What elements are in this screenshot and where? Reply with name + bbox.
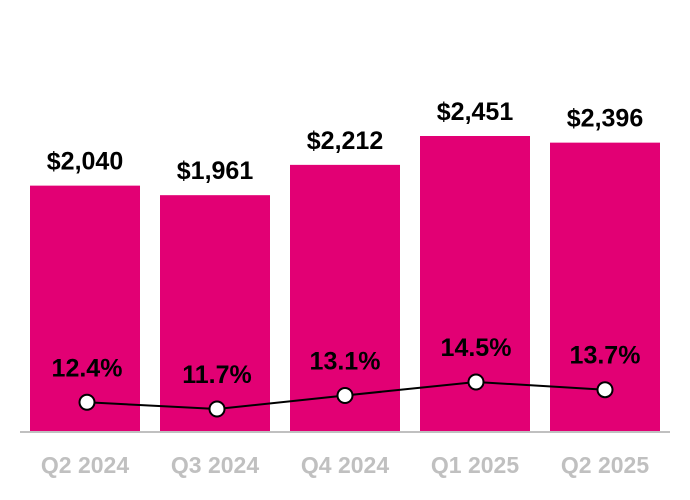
x-tick-label: Q3 2024: [171, 452, 259, 478]
bar-value-label: $1,961: [177, 157, 254, 185]
bar-value-labels: $2,040 $1,961 $2,212 $2,451 $2,396: [47, 98, 643, 185]
percentage-point: [208, 400, 226, 418]
bar-value-label: $2,212: [307, 127, 383, 155]
percentage-line-layer: [78, 373, 614, 418]
x-tick-label: Q4 2024: [301, 452, 389, 478]
bar-value-label: $2,396: [567, 105, 643, 133]
percentage-label: 13.1%: [310, 348, 381, 376]
percentage-labels: 12.4% 11.7% 13.1% 14.5% 13.7%: [52, 334, 641, 389]
x-tick-label: Q2 2024: [41, 452, 129, 478]
bar-q2-2024: [30, 185, 140, 432]
x-tick-label: Q1 2025: [431, 452, 519, 478]
x-tick-labels: Q2 2024 Q3 2024 Q4 2024 Q1 2025 Q2 2025: [41, 452, 649, 478]
percentage-label: 11.7%: [182, 361, 252, 389]
percentage-point: [596, 381, 614, 399]
x-tick-label: Q2 2025: [561, 452, 649, 478]
percentage-point: [336, 387, 354, 404]
percentage-label: 14.5%: [441, 334, 512, 362]
bar-value-label: $2,040: [47, 148, 123, 176]
bar-value-label: $2,451: [437, 98, 514, 126]
percentage-point: [467, 373, 485, 391]
percentage-label: 12.4%: [52, 354, 123, 382]
percentage-label: 13.7%: [570, 342, 641, 370]
bar-q3-2024: [160, 195, 270, 432]
percentage-point: [78, 393, 96, 411]
